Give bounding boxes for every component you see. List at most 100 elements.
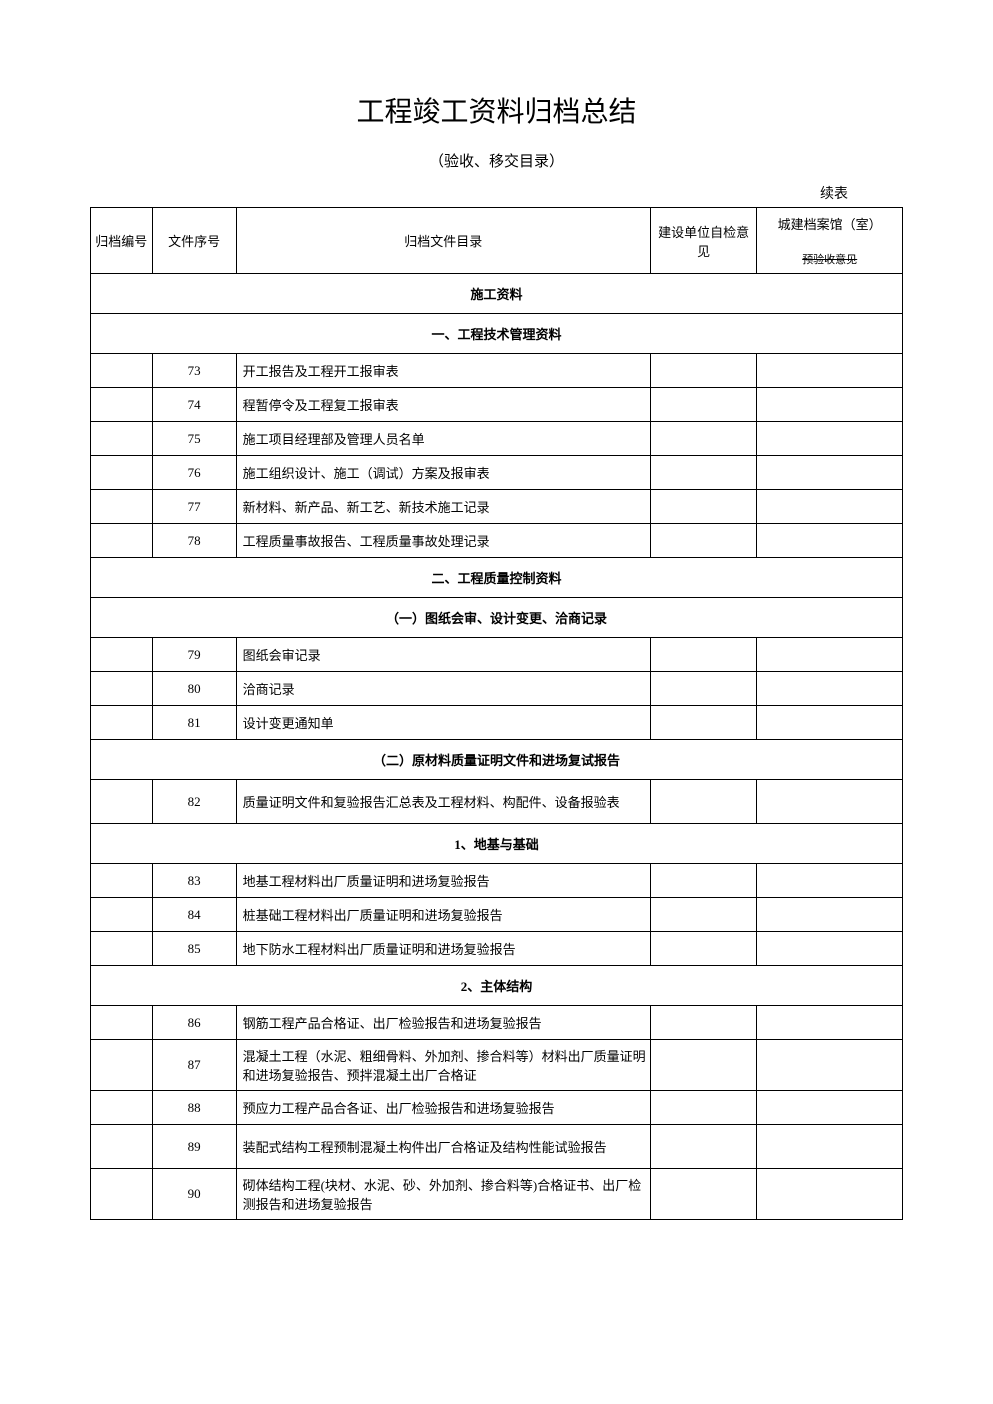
opinion2-cell (757, 1040, 903, 1091)
opinion1-cell (650, 1125, 756, 1169)
subtitle: （验收、移交目录） (90, 150, 903, 171)
file-seq-cell: 89 (152, 1125, 236, 1169)
archive-table: 归档编号 文件序号 归档文件目录 建设单位自检意见 城建档案馆（室） 预验收意见… (90, 207, 903, 1220)
opinion1-cell (650, 932, 756, 966)
section-header-cell: （一）图纸会审、设计变更、洽商记录 (91, 598, 903, 638)
archive-no-cell (91, 1169, 153, 1220)
table-row: （二）原材料质量证明文件和进场复试报告 (91, 740, 903, 780)
header-file-catalog: 归档文件目录 (236, 208, 650, 274)
opinion1-cell (650, 638, 756, 672)
table-row: 一、工程技术管理资料 (91, 314, 903, 354)
archive-no-cell (91, 490, 153, 524)
file-content-cell: 混凝土工程（水泥、粗细骨料、外加剂、掺合料等）材料出厂质量证明和进场复验报告、预… (236, 1040, 650, 1091)
file-seq-cell: 87 (152, 1040, 236, 1091)
file-seq-cell: 83 (152, 864, 236, 898)
opinion2-cell (757, 524, 903, 558)
file-content-cell: 开工报告及工程开工报审表 (236, 354, 650, 388)
file-seq-cell: 77 (152, 490, 236, 524)
table-row: 74程暂停令及工程复工报审表 (91, 388, 903, 422)
file-content-cell: 装配式结构工程预制混凝土构件出厂合格证及结构性能试验报告 (236, 1125, 650, 1169)
file-content-cell: 施工项目经理部及管理人员名单 (236, 422, 650, 456)
header-opinion2: 城建档案馆（室） 预验收意见 (757, 208, 903, 274)
file-seq-cell: 78 (152, 524, 236, 558)
table-row: 84桩基础工程材料出厂质量证明和进场复验报告 (91, 898, 903, 932)
opinion1-cell (650, 490, 756, 524)
opinion2-cell (757, 932, 903, 966)
archive-no-cell (91, 706, 153, 740)
archive-no-cell (91, 898, 153, 932)
table-row: 81设计变更通知单 (91, 706, 903, 740)
table-row: 90砌体结构工程(块材、水泥、砂、外加剂、掺合料等)合格证书、出厂检测报告和进场… (91, 1169, 903, 1220)
opinion2-cell (757, 864, 903, 898)
header-file-seq: 文件序号 (152, 208, 236, 274)
file-content-cell: 预应力工程产品合各证、出厂检验报告和进场复验报告 (236, 1091, 650, 1125)
table-row: 二、工程质量控制资料 (91, 558, 903, 598)
archive-no-cell (91, 932, 153, 966)
table-row: 79图纸会审记录 (91, 638, 903, 672)
table-row: 77新材料、新产品、新工艺、新技术施工记录 (91, 490, 903, 524)
file-content-cell: 地下防水工程材料出厂质量证明和进场复验报告 (236, 932, 650, 966)
opinion2-cell (757, 638, 903, 672)
continue-label: 续表 (90, 183, 903, 203)
header-opinion2-top: 城建档案馆（室） (761, 214, 898, 233)
archive-no-cell (91, 422, 153, 456)
archive-no-cell (91, 638, 153, 672)
file-content-cell: 砌体结构工程(块材、水泥、砂、外加剂、掺合料等)合格证书、出厂检测报告和进场复验… (236, 1169, 650, 1220)
file-content-cell: 洽商记录 (236, 672, 650, 706)
file-seq-cell: 84 (152, 898, 236, 932)
table-row: 82质量证明文件和复验报告汇总表及工程材料、构配件、设备报验表 (91, 780, 903, 824)
header-archive-no: 归档编号 (91, 208, 153, 274)
header-opinion1: 建设单位自检意见 (650, 208, 756, 274)
file-seq-cell: 80 (152, 672, 236, 706)
archive-no-cell (91, 1125, 153, 1169)
table-row: 78工程质量事故报告、工程质量事故处理记录 (91, 524, 903, 558)
table-header-row: 归档编号 文件序号 归档文件目录 建设单位自检意见 城建档案馆（室） 预验收意见 (91, 208, 903, 274)
section-header-cell: 施工资料 (91, 274, 903, 314)
opinion2-cell (757, 456, 903, 490)
opinion2-cell (757, 354, 903, 388)
file-seq-cell: 81 (152, 706, 236, 740)
table-row: 1、地基与基础 (91, 824, 903, 864)
file-content-cell: 桩基础工程材料出厂质量证明和进场复验报告 (236, 898, 650, 932)
file-seq-cell: 86 (152, 1006, 236, 1040)
file-seq-cell: 75 (152, 422, 236, 456)
table-row: 76施工组织设计、施工（调试）方案及报审表 (91, 456, 903, 490)
table-row: 83地基工程材料出厂质量证明和进场复验报告 (91, 864, 903, 898)
section-header-cell: 二、工程质量控制资料 (91, 558, 903, 598)
opinion1-cell (650, 898, 756, 932)
file-content-cell: 施工组织设计、施工（调试）方案及报审表 (236, 456, 650, 490)
table-row: 88预应力工程产品合各证、出厂检验报告和进场复验报告 (91, 1091, 903, 1125)
file-seq-cell: 74 (152, 388, 236, 422)
opinion1-cell (650, 780, 756, 824)
opinion2-cell (757, 1125, 903, 1169)
table-row: 2、主体结构 (91, 966, 903, 1006)
table-row: 86钢筋工程产品合格证、出厂检验报告和进场复验报告 (91, 1006, 903, 1040)
file-seq-cell: 79 (152, 638, 236, 672)
table-row: 80洽商记录 (91, 672, 903, 706)
section-header-cell: 2、主体结构 (91, 966, 903, 1006)
table-row: 73开工报告及工程开工报审表 (91, 354, 903, 388)
table-row: 89装配式结构工程预制混凝土构件出厂合格证及结构性能试验报告 (91, 1125, 903, 1169)
table-row: 施工资料 (91, 274, 903, 314)
page-title: 工程竣工资料归档总结 (90, 90, 903, 130)
archive-no-cell (91, 456, 153, 490)
opinion1-cell (650, 456, 756, 490)
header-opinion2-bottom: 预验收意见 (761, 251, 898, 267)
opinion2-cell (757, 1169, 903, 1220)
opinion1-cell (650, 864, 756, 898)
file-seq-cell: 76 (152, 456, 236, 490)
file-seq-cell: 88 (152, 1091, 236, 1125)
archive-no-cell (91, 864, 153, 898)
file-seq-cell: 73 (152, 354, 236, 388)
archive-no-cell (91, 524, 153, 558)
file-content-cell: 新材料、新产品、新工艺、新技术施工记录 (236, 490, 650, 524)
archive-no-cell (91, 1091, 153, 1125)
opinion2-cell (757, 706, 903, 740)
archive-no-cell (91, 354, 153, 388)
opinion2-cell (757, 672, 903, 706)
archive-no-cell (91, 1006, 153, 1040)
opinion1-cell (650, 1040, 756, 1091)
opinion2-cell (757, 780, 903, 824)
section-header-cell: （二）原材料质量证明文件和进场复试报告 (91, 740, 903, 780)
opinion1-cell (650, 1169, 756, 1220)
